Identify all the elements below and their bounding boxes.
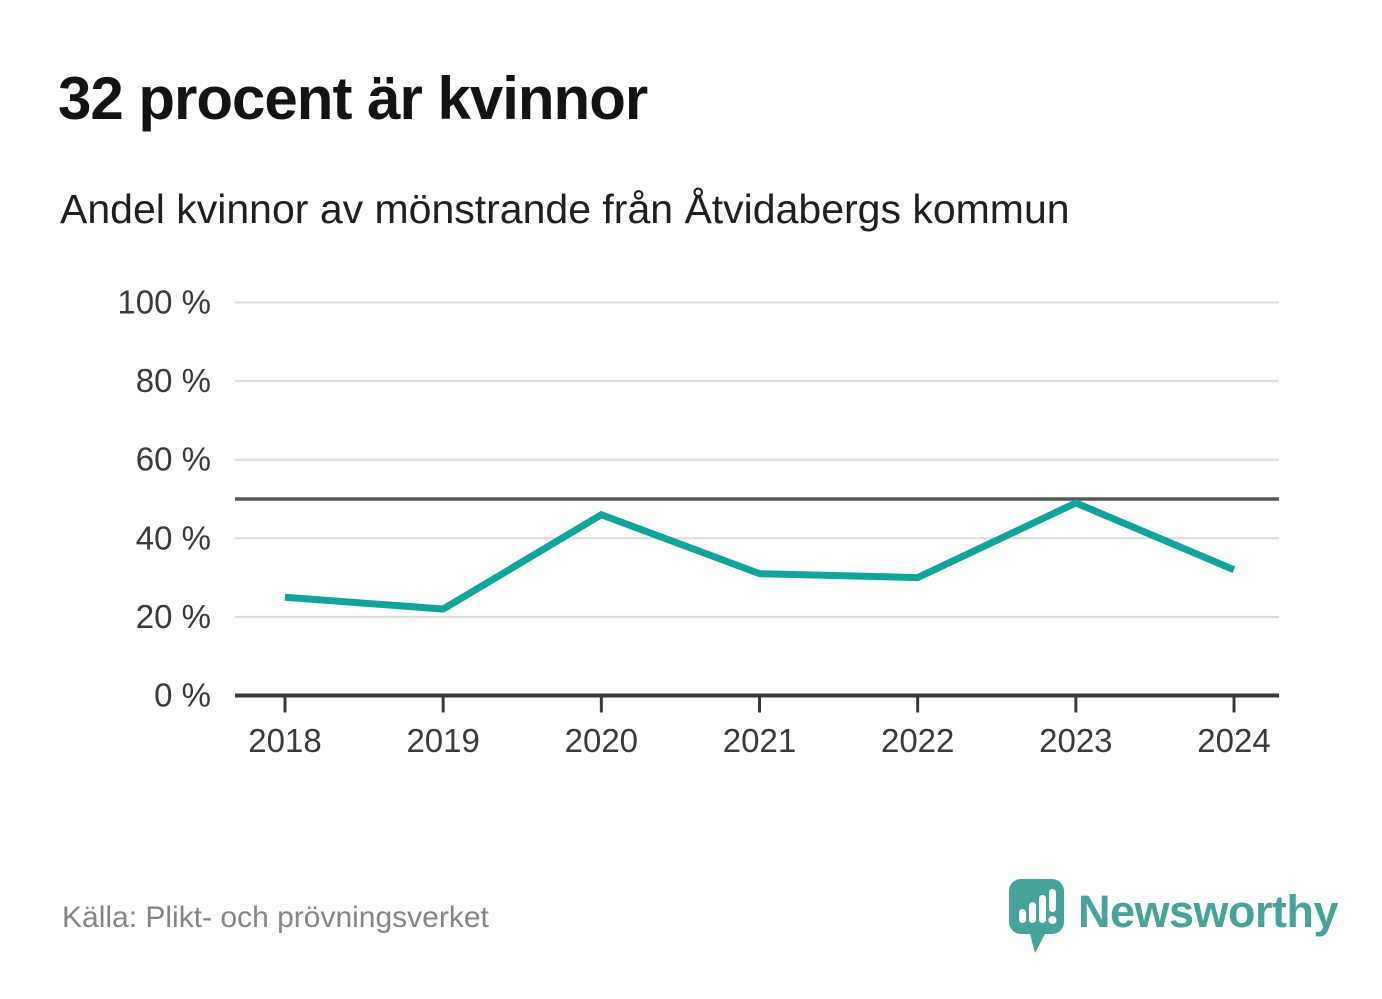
newsworthy-logo-icon (1009, 879, 1064, 953)
logo-bar-2 (1029, 902, 1036, 923)
x-tick-label: 2020 (565, 722, 638, 759)
x-tick-label: 2018 (248, 722, 321, 759)
x-tick-label: 2021 (723, 722, 796, 759)
chart-title: 32 procent är kvinnor (58, 65, 648, 132)
newsworthy-wordmark: Newsworthy (1078, 886, 1339, 937)
x-tick-label: 2022 (881, 722, 954, 759)
x-tick-label: 2024 (1197, 722, 1270, 759)
logo-exclamation-dot (1048, 916, 1057, 924)
y-tick-label: 80 % (136, 362, 211, 399)
y-tick-label: 20 % (136, 598, 211, 635)
source-note: Källa: Plikt- och prövningsverket (62, 901, 489, 934)
x-tick-label: 2023 (1039, 722, 1112, 759)
y-tick-label: 0 % (154, 677, 211, 714)
x-tick-label: 2019 (406, 722, 479, 759)
logo-exclamation-bar (1049, 889, 1056, 912)
data-line (284, 499, 1236, 613)
logo-bubble (1009, 879, 1064, 953)
logo-bar-3 (1039, 895, 1046, 923)
logo-bar-1 (1019, 909, 1026, 923)
y-tick-label: 60 % (136, 441, 211, 478)
y-tick-label: 100 % (117, 284, 211, 321)
newsworthy-logo: Newsworthy (1008, 876, 1339, 956)
chart-subtitle: Andel kvinnor av mönstrande från Åtvidab… (60, 186, 1070, 232)
y-tick-label: 40 % (136, 519, 211, 556)
